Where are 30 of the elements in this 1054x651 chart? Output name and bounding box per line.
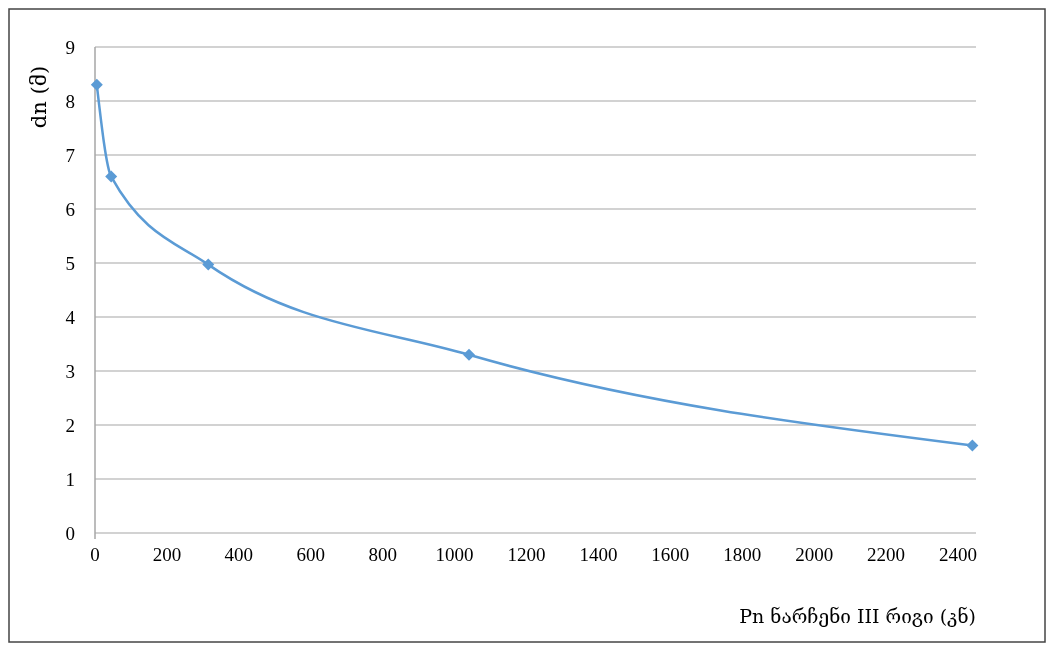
y-tick-label: 2 xyxy=(65,414,75,436)
x-tick-label: 400 xyxy=(224,544,254,565)
x-tick-label: 1800 xyxy=(723,544,762,565)
point xyxy=(105,170,118,183)
x-tick-label: 1000 xyxy=(435,544,474,565)
point xyxy=(462,348,475,361)
x-tick-label: 1200 xyxy=(507,544,546,565)
y-tick-label: 8 xyxy=(65,90,75,112)
point xyxy=(90,78,103,91)
y-axis-title: dn (მ) xyxy=(27,65,51,129)
x-tick-label: 800 xyxy=(368,544,397,565)
x-tick-label: 2400 xyxy=(939,544,978,565)
y-tick-label: 1 xyxy=(65,468,75,490)
y-tick-label: 6 xyxy=(65,198,75,220)
point xyxy=(966,439,979,452)
x-tick-label: 600 xyxy=(296,544,326,565)
x-tick-label: 200 xyxy=(152,544,182,565)
y-tick-label: 5 xyxy=(65,252,75,274)
y-tick-label: 7 xyxy=(65,144,75,166)
x-tick-label: 2000 xyxy=(795,544,834,565)
x-tick-label: 0 xyxy=(90,544,100,565)
y-tick-label: 3 xyxy=(65,360,75,382)
x-axis-title: Pn ნარჩენი III რიგი (კნ) xyxy=(739,605,976,627)
point xyxy=(202,258,215,271)
y-tick-label: 0 xyxy=(65,522,75,544)
y-tick-label: 9 xyxy=(65,36,75,58)
x-tick-label: 2200 xyxy=(867,544,906,565)
x-tick-label: 1600 xyxy=(651,544,690,565)
x-tick-label: 1400 xyxy=(579,544,618,565)
y-tick-label: 4 xyxy=(65,306,76,328)
